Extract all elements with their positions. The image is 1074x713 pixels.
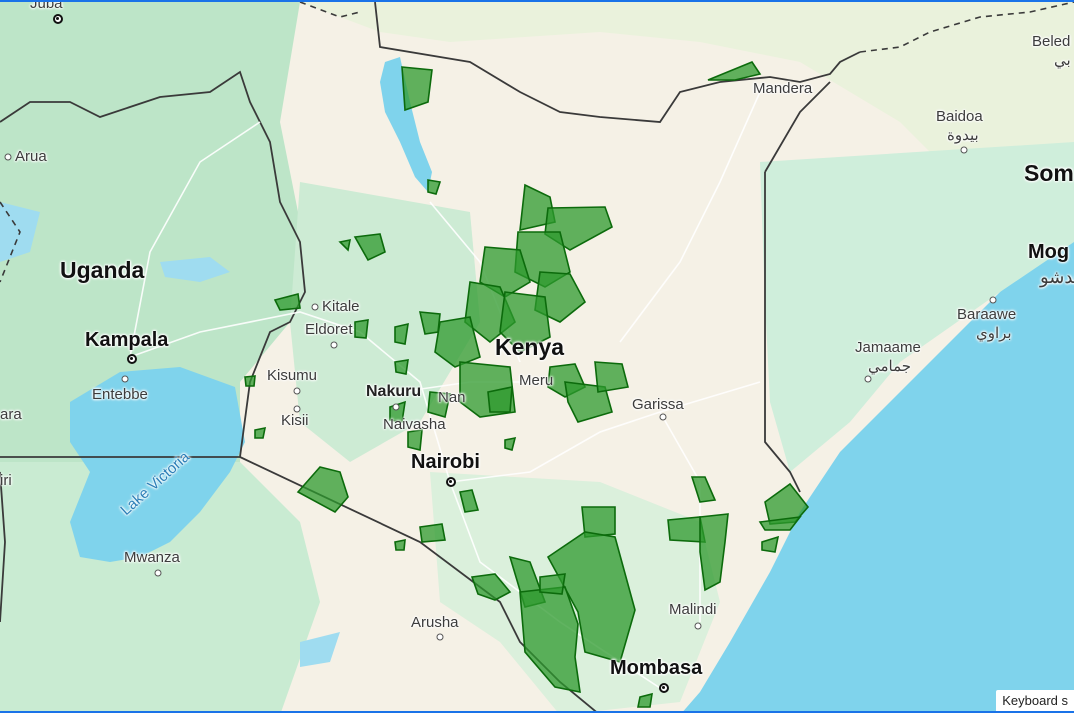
city-dot-garissa <box>659 413 667 421</box>
city-dot-entebbe <box>121 375 129 383</box>
city-dot-arusha <box>436 633 444 641</box>
place-label-iri: iri <box>0 472 12 489</box>
place-label-baraawe: Baraawe <box>957 306 1017 323</box>
place-label-beled-ar: بي <box>1054 52 1071 69</box>
city-dot-nairobi <box>446 477 456 487</box>
place-label-kitale: Kitale <box>322 298 360 315</box>
place-label-baidoa: Baidoa <box>936 108 983 125</box>
city-dot-malindi <box>694 622 702 630</box>
city-dot-nakuru <box>392 403 400 411</box>
city-dot-jamaame <box>864 375 872 383</box>
place-label-beled: Beled <box>1032 33 1071 50</box>
city-dot-mombasa <box>659 683 669 693</box>
city-dot-kitale <box>311 303 319 311</box>
country-label-uganda: Uganda <box>60 257 145 283</box>
place-label-baraawe-ar: براوي <box>976 325 1012 342</box>
place-label-baidoa-ar: بيدوة <box>947 127 979 144</box>
place-label-jamaame-ar: جمامي <box>868 358 912 375</box>
place-label-mwanza: Mwanza <box>124 549 180 566</box>
protected-areas-overlay <box>244 61 810 708</box>
place-label-mogadishu-ar: قدشو <box>1040 267 1074 287</box>
city-dot-kampala <box>127 354 137 364</box>
place-label-kisumu: Kisumu <box>267 367 318 384</box>
place-label-meru: Meru <box>519 372 554 389</box>
place-label-mogadishu: Mog <box>1028 241 1070 263</box>
place-label-ara: ara <box>0 406 22 423</box>
place-label-arua: Arua <box>15 148 47 165</box>
place-label-entebbe: Entebbe <box>92 386 148 403</box>
place-label-jamaame: Jamaame <box>855 339 921 356</box>
city-dot-kisii <box>293 405 301 413</box>
city-dot-mwanza <box>154 569 162 577</box>
lake-turkana-shape <box>380 57 432 192</box>
place-label-juba: Juba <box>30 0 63 12</box>
keyboard-shortcuts-button[interactable]: Keyboard s <box>996 690 1074 711</box>
city-dot-baraawe <box>989 296 997 304</box>
country-label-kenya: Kenya <box>495 334 565 360</box>
place-label-mandera: Mandera <box>753 80 813 97</box>
place-label-nyahururu: Nan <box>438 389 466 406</box>
city-dot-eldoret <box>330 341 338 349</box>
city-dot-kisumu <box>293 387 301 395</box>
country-label-somalia: Som <box>1024 160 1074 186</box>
city-dot-juba <box>53 14 63 24</box>
city-dot-arua <box>4 153 12 161</box>
lake-victoria-shape <box>70 367 245 562</box>
city-dot-baidoa <box>960 146 968 154</box>
place-label-kisii: Kisii <box>281 412 309 429</box>
place-label-nakuru: Nakuru <box>366 383 422 400</box>
place-label-mombasa: Mombasa <box>610 657 703 679</box>
place-label-eldoret: Eldoret <box>305 321 353 338</box>
place-label-naivasha: Naivasha <box>383 416 446 433</box>
place-label-garissa: Garissa <box>632 396 684 413</box>
place-label-malindi: Malindi <box>669 601 717 618</box>
place-label-nairobi: Nairobi <box>411 451 480 473</box>
place-label-kampala: Kampala <box>85 329 169 351</box>
place-label-arusha: Arusha <box>411 614 459 631</box>
